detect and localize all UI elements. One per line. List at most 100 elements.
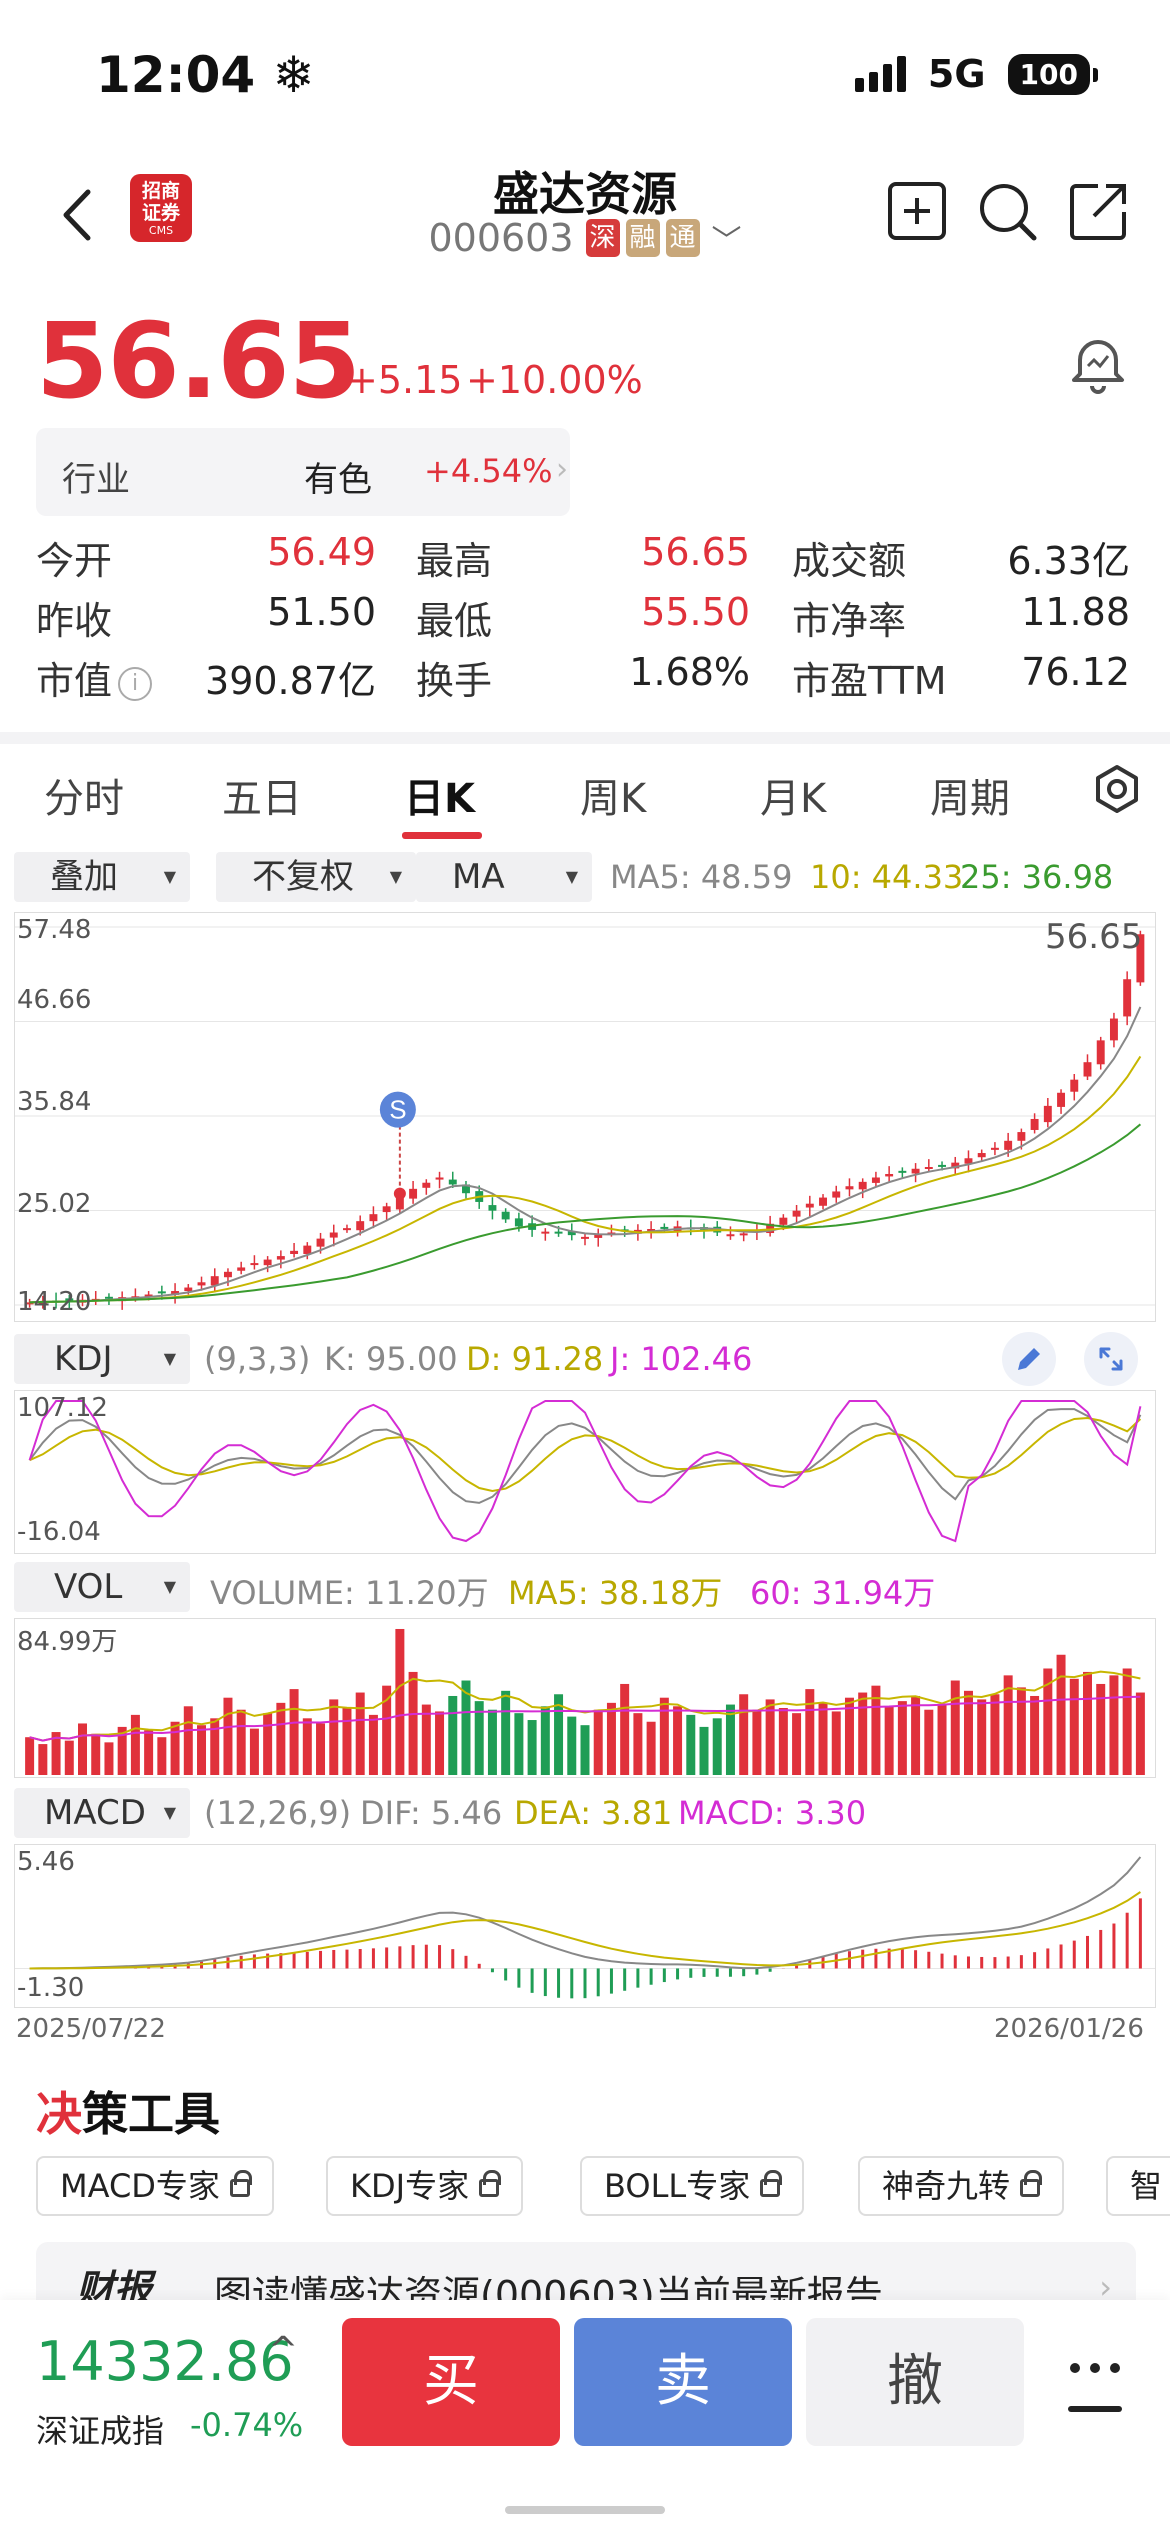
overlay-select[interactable]: 叠加 (14, 852, 190, 902)
volume-chart[interactable]: 84.99万 (14, 1618, 1156, 1778)
kdj-y-min: -16.04 (17, 1517, 101, 1547)
kdj-d-line (29, 1416, 1142, 1493)
y-tick-max: 57.48 (17, 915, 92, 945)
stat-value-turnover: 1.68% (629, 650, 750, 694)
date-end: 2026/01/26 (994, 2014, 1144, 2044)
lock-icon (760, 2170, 783, 2197)
home-indicator (505, 2506, 665, 2514)
buy-button[interactable]: 买 (342, 2318, 560, 2446)
candle-body (911, 1168, 920, 1174)
vol-select[interactable]: VOL (14, 1562, 190, 1612)
lock-icon (1020, 2170, 1043, 2197)
expand-icon[interactable] (1084, 1332, 1138, 1386)
ma5-line (29, 1006, 1142, 1304)
candle-body (316, 1238, 325, 1247)
stat-label-high: 最高 (416, 539, 493, 583)
volume-bar (302, 1718, 312, 1775)
candle-body (395, 1197, 404, 1210)
candle-body (104, 1296, 113, 1299)
info-icon[interactable]: i (118, 666, 153, 701)
back-icon[interactable] (50, 180, 110, 250)
gear-icon[interactable] (1092, 764, 1142, 814)
volume-bar (276, 1702, 286, 1775)
signal-dot (393, 1187, 406, 1200)
stat-value-open: 56.49 (267, 530, 376, 574)
tab-daily-k[interactable]: 日K (404, 776, 475, 822)
candle-body (951, 1162, 960, 1169)
volume-bar (289, 1689, 299, 1775)
y-tick-3: 35.84 (17, 1087, 92, 1117)
volume-bar (342, 1708, 352, 1775)
stat-label-low: 最低 (416, 599, 493, 643)
chart-tabs: 分时 五日 日K 周K 月K 周期 (0, 760, 1170, 850)
macd-y-max: 5.46 (17, 1847, 75, 1877)
adjust-select[interactable]: 不复权 (216, 852, 416, 902)
chip-macd-expert[interactable]: MACD专家 (36, 2156, 274, 2216)
volume-bar (421, 1704, 431, 1775)
kdj-chart[interactable]: 107.12 -16.04 (14, 1390, 1156, 1554)
volume-bar (104, 1742, 114, 1775)
stat-value-prev-close: 51.50 (267, 590, 376, 634)
search-icon[interactable] (976, 180, 1038, 242)
kline-chart[interactable]: S 57.48 46.66 35.84 25.02 14.20 56.65 (14, 912, 1156, 1322)
chip-boll-expert[interactable]: BOLL专家 (580, 2156, 805, 2216)
cancel-order-button[interactable]: 撤 (806, 2318, 1024, 2446)
tab-intraday[interactable]: 分时 (44, 776, 124, 822)
candle-body (726, 1234, 735, 1237)
volume-bar (144, 1730, 154, 1775)
candle-body (594, 1234, 603, 1238)
tab-five-day[interactable]: 五日 (222, 776, 302, 822)
lock-icon (479, 2170, 502, 2197)
ma-select[interactable]: MA (416, 852, 592, 902)
kdj-y-max: 107.12 (17, 1393, 108, 1423)
volume-bar (1135, 1692, 1145, 1775)
chevron-right-icon: › (1099, 2268, 1112, 2306)
volume-bar (593, 1709, 603, 1775)
volume-bar (606, 1702, 616, 1775)
ma25-line (29, 1123, 1142, 1304)
chevron-down-icon[interactable]: ﹀ (711, 224, 742, 259)
volume-bar (580, 1725, 590, 1775)
chip-kdj-expert[interactable]: KDJ专家 (326, 2156, 524, 2216)
alert-bell-icon[interactable] (1066, 330, 1130, 396)
volume-bar (792, 1713, 802, 1775)
macd-plot (15, 1856, 1155, 1999)
volume-bar (778, 1708, 788, 1775)
ma5-value: MA5: 48.59 (610, 858, 793, 896)
industry-row[interactable]: 行业 有色 +4.54% › (36, 428, 570, 516)
edit-pencil-icon[interactable] (1002, 1332, 1056, 1386)
volume-bar (223, 1697, 233, 1775)
volume-bar (329, 1699, 339, 1775)
more-menu-icon[interactable] (1066, 2358, 1124, 2418)
candle-body (938, 1164, 947, 1167)
add-watchlist-icon[interactable] (886, 180, 948, 242)
kdj-select[interactable]: KDJ (14, 1334, 190, 1384)
stat-value-high: 56.65 (641, 530, 750, 574)
volume-bar (752, 1709, 762, 1775)
candle-body (197, 1282, 206, 1286)
tab-monthly-k[interactable]: 月K (760, 776, 827, 822)
chip-smart[interactable]: 智 (1106, 2156, 1170, 2216)
volume-bar (38, 1744, 48, 1775)
candle-body (369, 1214, 378, 1222)
volume-bar (316, 1723, 326, 1775)
index-value[interactable]: 14332.86 (36, 2330, 294, 2393)
tag-rong: 融 (625, 219, 660, 257)
stock-code-row[interactable]: 000603 深 融 通 ﹀ (0, 216, 1170, 260)
volume-bar (382, 1685, 392, 1775)
macd-dif-line (29, 1856, 1142, 1970)
index-arrow-icon[interactable]: ^ (268, 2330, 299, 2371)
volume-bar (858, 1692, 868, 1775)
candle-body (792, 1210, 801, 1217)
tab-weekly-k[interactable]: 周K (580, 776, 647, 822)
macd-select[interactable]: MACD (14, 1788, 190, 1838)
stat-value-turnover-amount: 6.33亿 (1007, 539, 1130, 583)
chip-magic-nine[interactable]: 神奇九转 (858, 2156, 1065, 2216)
volume-bar (64, 1740, 74, 1775)
chevron-right-icon: › (556, 452, 568, 487)
price-change: +5.15 (346, 358, 463, 402)
sell-button[interactable]: 卖 (574, 2318, 792, 2446)
macd-chart[interactable]: 5.46 -1.30 (14, 1844, 1156, 2008)
share-icon[interactable] (1068, 180, 1130, 242)
tab-period[interactable]: 周期 (930, 776, 1010, 822)
